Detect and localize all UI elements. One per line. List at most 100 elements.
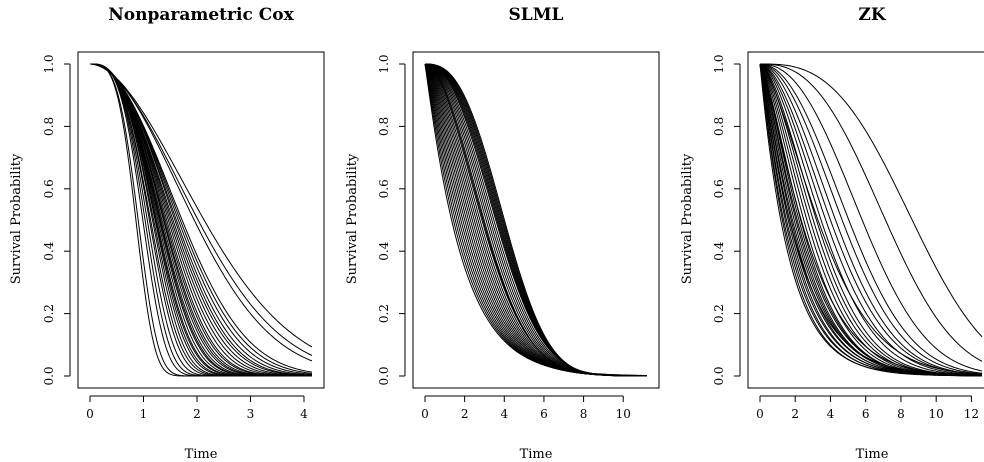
survival-curve bbox=[759, 63, 983, 377]
y-axis-label: Survival Probability bbox=[345, 153, 360, 284]
survival-curve bbox=[89, 63, 313, 377]
x-tick-label: 10 bbox=[616, 407, 631, 421]
y-tick-label: 0.6 bbox=[712, 179, 726, 198]
survival-curve bbox=[759, 63, 983, 377]
survival-curve bbox=[759, 63, 983, 376]
survival-curve bbox=[759, 63, 983, 375]
survival-curve bbox=[90, 63, 312, 377]
series-group bbox=[424, 63, 648, 377]
survival-curve bbox=[759, 63, 983, 372]
survival-curve bbox=[89, 63, 312, 377]
survival-curve bbox=[89, 63, 313, 376]
y-tick-label: 0.2 bbox=[42, 304, 56, 323]
survival-curve bbox=[89, 63, 313, 376]
panel-zk: ZK Time Survival Probability 0 2 4 6 8 10 12 0.… bbox=[680, 5, 984, 462]
survival-curve bbox=[759, 63, 983, 377]
survival-curve bbox=[90, 63, 312, 377]
y-tick-label: 0.0 bbox=[712, 366, 726, 385]
y-tick-label: 0.0 bbox=[42, 366, 56, 385]
survival-curve bbox=[89, 63, 313, 362]
survival-curve bbox=[759, 63, 983, 377]
survival-curve bbox=[90, 63, 312, 377]
y-tick-label: 0.2 bbox=[712, 304, 726, 323]
x-tick-label: 0 bbox=[756, 407, 764, 421]
survival-curve bbox=[760, 63, 983, 362]
x-tick-label: 0 bbox=[421, 407, 429, 421]
y-axis: 0.0 0.2 0.4 0.6 0.8 1.0 bbox=[42, 54, 71, 386]
survival-curve bbox=[759, 63, 983, 377]
survival-curve bbox=[759, 63, 983, 377]
panel-nonparametric-cox: Nonparametric Cox Time Survival Probabil… bbox=[9, 5, 325, 462]
survival-curve bbox=[90, 63, 312, 377]
survival-curve bbox=[424, 63, 647, 377]
y-tick-label: 0.8 bbox=[42, 117, 56, 136]
chart-title: ZK bbox=[858, 5, 886, 25]
survival-curve bbox=[759, 63, 983, 377]
y-tick-label: 1.0 bbox=[42, 54, 56, 73]
y-tick-label: 0.4 bbox=[712, 241, 726, 260]
survival-curve bbox=[759, 63, 983, 377]
plot-frame bbox=[747, 51, 984, 389]
survival-curve bbox=[760, 63, 983, 338]
survival-curve bbox=[89, 63, 313, 373]
survival-curve bbox=[89, 63, 313, 356]
x-tick-label: 10 bbox=[929, 407, 944, 421]
x-tick-label: 4 bbox=[827, 407, 835, 421]
survival-curve bbox=[89, 63, 312, 377]
survival-curve bbox=[759, 63, 983, 376]
survival-curve bbox=[90, 63, 312, 377]
chart-title: SLML bbox=[508, 5, 563, 25]
x-axis: 0 1 2 3 4 bbox=[86, 395, 308, 421]
survival-curve bbox=[90, 63, 312, 377]
survival-curve bbox=[759, 63, 983, 377]
survival-curve bbox=[89, 63, 312, 377]
survival-curve bbox=[89, 63, 313, 374]
plot-frame bbox=[77, 51, 325, 389]
survival-curve bbox=[90, 63, 312, 377]
y-tick-label: 0.6 bbox=[42, 179, 56, 198]
x-axis-label: Time bbox=[185, 447, 218, 462]
survival-curve bbox=[89, 63, 313, 375]
survival-curve bbox=[90, 63, 312, 377]
y-tick-label: 0.2 bbox=[377, 304, 391, 323]
survival-curve bbox=[759, 63, 983, 377]
x-tick-label: 12 bbox=[964, 407, 979, 421]
x-tick-label: 2 bbox=[193, 407, 201, 421]
survival-curve bbox=[89, 63, 312, 377]
y-tick-label: 0.4 bbox=[42, 241, 56, 260]
y-axis: 0.0 0.2 0.4 0.6 0.8 1.0 bbox=[712, 54, 741, 386]
survival-curve bbox=[425, 63, 647, 377]
x-axis-label: Time bbox=[520, 447, 553, 462]
survival-curve bbox=[90, 63, 312, 377]
survival-curve bbox=[89, 63, 312, 377]
survival-curve bbox=[90, 63, 312, 377]
survival-curve bbox=[759, 63, 983, 377]
survival-curve bbox=[90, 63, 312, 377]
plot-frame bbox=[412, 51, 660, 389]
x-axis: 0 2 4 6 8 10 12 bbox=[756, 395, 979, 421]
series-group bbox=[759, 63, 983, 377]
survival-curve bbox=[89, 63, 313, 377]
survival-curve bbox=[759, 63, 983, 377]
x-axis: 0 2 4 6 8 10 bbox=[421, 395, 631, 421]
x-tick-label: 2 bbox=[461, 407, 469, 421]
x-tick-label: 1 bbox=[140, 407, 148, 421]
series-group bbox=[89, 63, 313, 377]
survival-curve bbox=[90, 63, 312, 377]
y-tick-label: 0.8 bbox=[377, 117, 391, 136]
survival-curve bbox=[89, 63, 313, 377]
survival-curve bbox=[759, 63, 983, 377]
survival-curve bbox=[89, 63, 312, 377]
y-tick-label: 0.4 bbox=[377, 241, 391, 260]
x-tick-label: 0 bbox=[86, 407, 94, 421]
survival-curve bbox=[759, 63, 983, 377]
y-tick-label: 1.0 bbox=[377, 54, 391, 73]
survival-curve bbox=[759, 63, 983, 376]
y-axis-label: Survival Probability bbox=[680, 153, 695, 284]
survival-curve bbox=[759, 63, 983, 377]
x-tick-label: 8 bbox=[897, 407, 905, 421]
survival-curve bbox=[759, 63, 983, 377]
panel-slml: SLML Time Survival Probability 0 2 4 6 8 10 0.… bbox=[345, 5, 660, 462]
x-tick-label: 6 bbox=[540, 407, 548, 421]
